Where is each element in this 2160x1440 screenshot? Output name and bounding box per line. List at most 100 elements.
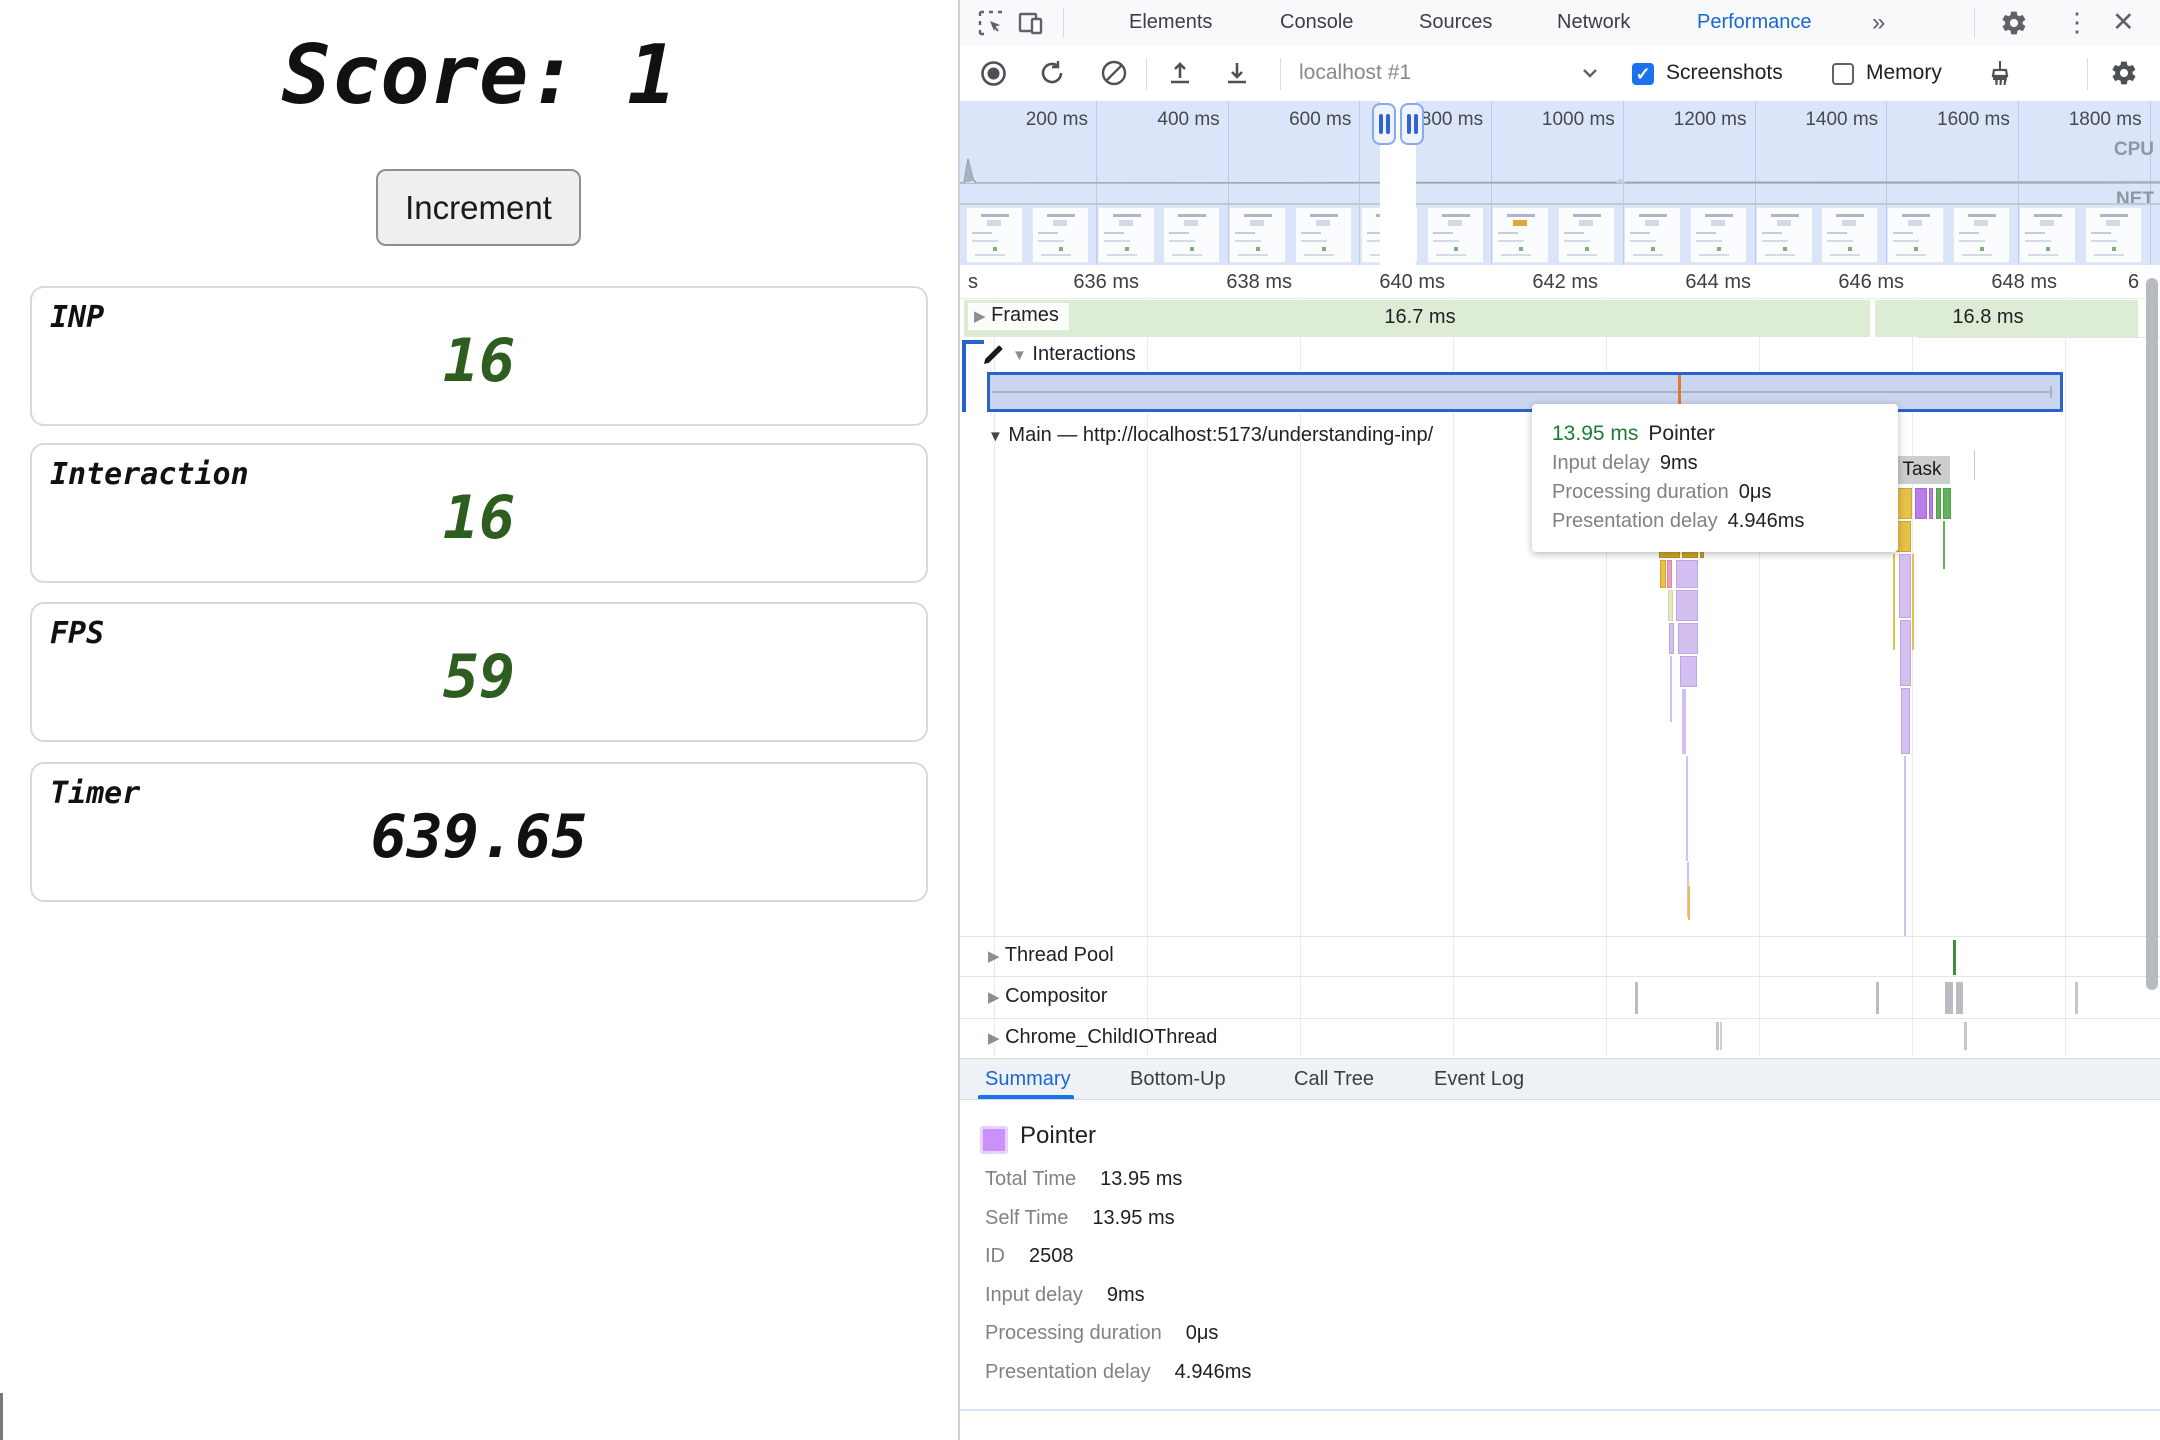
record-button[interactable] [980,60,1007,87]
cpu-activity-graph [960,158,2160,184]
tooltip-row-label: Processing duration [1552,481,1729,503]
frame-duration-label: 16.7 ms [1384,306,1456,328]
ruler-label-cut-right: 6 [2128,271,2140,293]
reload-record-icon[interactable] [1038,59,1066,87]
timeline-ruler: s 636 ms 638 ms 640 ms 642 ms 644 ms 646 ms 64… [960,265,2160,299]
interaction-event-bar[interactable] [987,372,2063,412]
metric-value: 639.65 [370,802,588,872]
drawer-tabbar: Summary Bottom-Up Call Tree Event Log [960,1058,2160,1100]
metric-card-interaction: Interaction 16 [30,443,928,583]
increment-button[interactable]: Increment [376,169,581,246]
disclosure-right-icon[interactable]: ▶ [988,989,1000,1006]
interactions-track-header[interactable]: ▼ Interactions [1012,343,1136,365]
frames-track-header[interactable]: ▶ Frames [968,303,1069,330]
timeline-overview[interactable]: 200 ms 400 ms 600 ms 800 ms 1000 ms 1200 ms 14… [960,101,2160,265]
row-divider [960,976,2160,977]
upload-profile-icon[interactable] [1166,59,1194,87]
drawer-tab-event-log[interactable]: Event Log [1434,1068,1525,1090]
metric-card-timer: Timer 639.65 [30,762,928,902]
metric-label: FPS [50,616,105,651]
device-toolbar-icon[interactable] [1017,9,1045,37]
performance-toolbar: localhost #1 ✓ Screenshots Memory [960,46,2160,102]
metric-value: 16 [442,483,516,553]
tab-console[interactable]: Console [1280,11,1354,33]
drawer-tab-call-tree[interactable]: Call Tree [1294,1068,1375,1090]
summary-row-value: 2508 [1029,1245,1074,1267]
summary-row-label: Presentation delay [985,1360,1151,1383]
summary-row-label: ID [985,1245,1005,1267]
divider [2087,58,2088,90]
summary-row-value: 9ms [1106,1283,1145,1306]
summary-row-value: 4.946ms [1174,1360,1252,1383]
interactions-focus-bracket [962,340,966,412]
disclosure-down-icon[interactable]: ▼ [1012,347,1027,364]
frames-segment[interactable] [964,300,1870,337]
vertical-scrollbar[interactable] [2146,278,2158,990]
selection-handle-left[interactable] [1372,103,1396,145]
tab-sources[interactable]: Sources [1419,11,1493,33]
settings-gear-icon[interactable] [2000,9,2028,37]
metric-label: Interaction [50,457,249,492]
disclosure-right-icon[interactable]: ▶ [988,948,1000,965]
tooltip-row-label: Input delay [1552,452,1650,474]
gc-broom-icon[interactable] [1982,58,2012,88]
interaction-inp-marker [1678,375,1681,409]
compositor-header[interactable]: ▶ Compositor [988,985,1108,1007]
tooltip-row-label: Presentation delay [1552,510,1718,532]
download-profile-icon[interactable] [1223,59,1251,87]
memory-label: Memory [1866,61,1942,84]
disclosure-right-icon[interactable]: ▶ [974,308,986,325]
frame-duration-label: 16.8 ms [1952,306,2024,328]
metric-label: Timer [50,776,141,811]
more-tabs-icon[interactable]: » [1872,9,1886,36]
divider [1146,58,1147,90]
capture-settings-gear-icon[interactable] [2110,59,2138,87]
summary-row-value: 0μs [1185,1322,1219,1344]
tab-performance[interactable]: Performance [1697,11,1812,33]
tooltip-row-value: 9ms [1659,452,1698,474]
chevron-down-icon[interactable] [1582,67,1598,79]
drawer-tab-bottom-up[interactable]: Bottom-Up [1130,1068,1226,1090]
row-divider [960,1018,2160,1019]
devtools-panel: Elements Console Sources Network Perform… [958,0,2160,1440]
cpu-lane-label: CPU [2113,139,2154,160]
metric-card-fps: FPS 59 [30,602,928,742]
summary-event-name: Pointer [1020,1122,1097,1149]
summary-row-label: Total Time [985,1168,1077,1190]
thread-pool-header[interactable]: ▶ Thread Pool [988,944,1114,966]
childio-thread-header[interactable]: ▶ Chrome_ChildIOThread [988,1026,1218,1048]
summary-row-label: Processing duration [985,1322,1162,1344]
tab-network[interactable]: Network [1557,11,1631,33]
annotate-pencil-icon[interactable] [982,344,1004,366]
ruler-label-cut-left: s [968,271,978,293]
summary-row-label: Input delay [985,1283,1083,1306]
screenshots-label: Screenshots [1666,61,1783,84]
clear-icon[interactable] [1100,59,1128,87]
inspect-element-icon[interactable] [977,9,1005,37]
drawer-tab-summary[interactable]: Summary [985,1068,1071,1090]
summary-divider [960,1409,2160,1411]
selection-handle-right[interactable] [1400,103,1424,145]
window-edge-sliver [0,1393,3,1440]
main-thread-header[interactable]: ▼ Main — http://localhost:5173/understan… [988,424,1434,446]
screenshots-checkbox[interactable]: ✓ [1632,63,1654,85]
net-activity-line [960,203,2160,205]
memory-checkbox[interactable] [1832,63,1854,85]
task-flame-bar[interactable]: Task [1894,456,1950,484]
tooltip-row-value: 0μs [1738,481,1772,503]
summary-row-value: 13.95 ms [1100,1168,1183,1190]
metric-value: 16 [442,326,516,396]
tooltip-duration: 13.95 ms [1552,422,1639,445]
divider [1280,58,1281,90]
active-drawer-tab-underline [978,1095,1074,1099]
kebab-menu-icon[interactable]: ⋮ [2064,7,2090,37]
disclosure-right-icon[interactable]: ▶ [988,1030,1000,1047]
profile-select[interactable]: localhost #1 [1299,61,1412,84]
pointer-legend-swatch [980,1126,1008,1154]
summary-row-label: Self Time [985,1206,1069,1229]
frames-segment[interactable] [1875,300,2138,337]
tab-elements[interactable]: Elements [1129,11,1213,33]
close-icon[interactable]: ✕ [2112,7,2135,37]
disclosure-down-icon[interactable]: ▼ [988,428,1003,445]
